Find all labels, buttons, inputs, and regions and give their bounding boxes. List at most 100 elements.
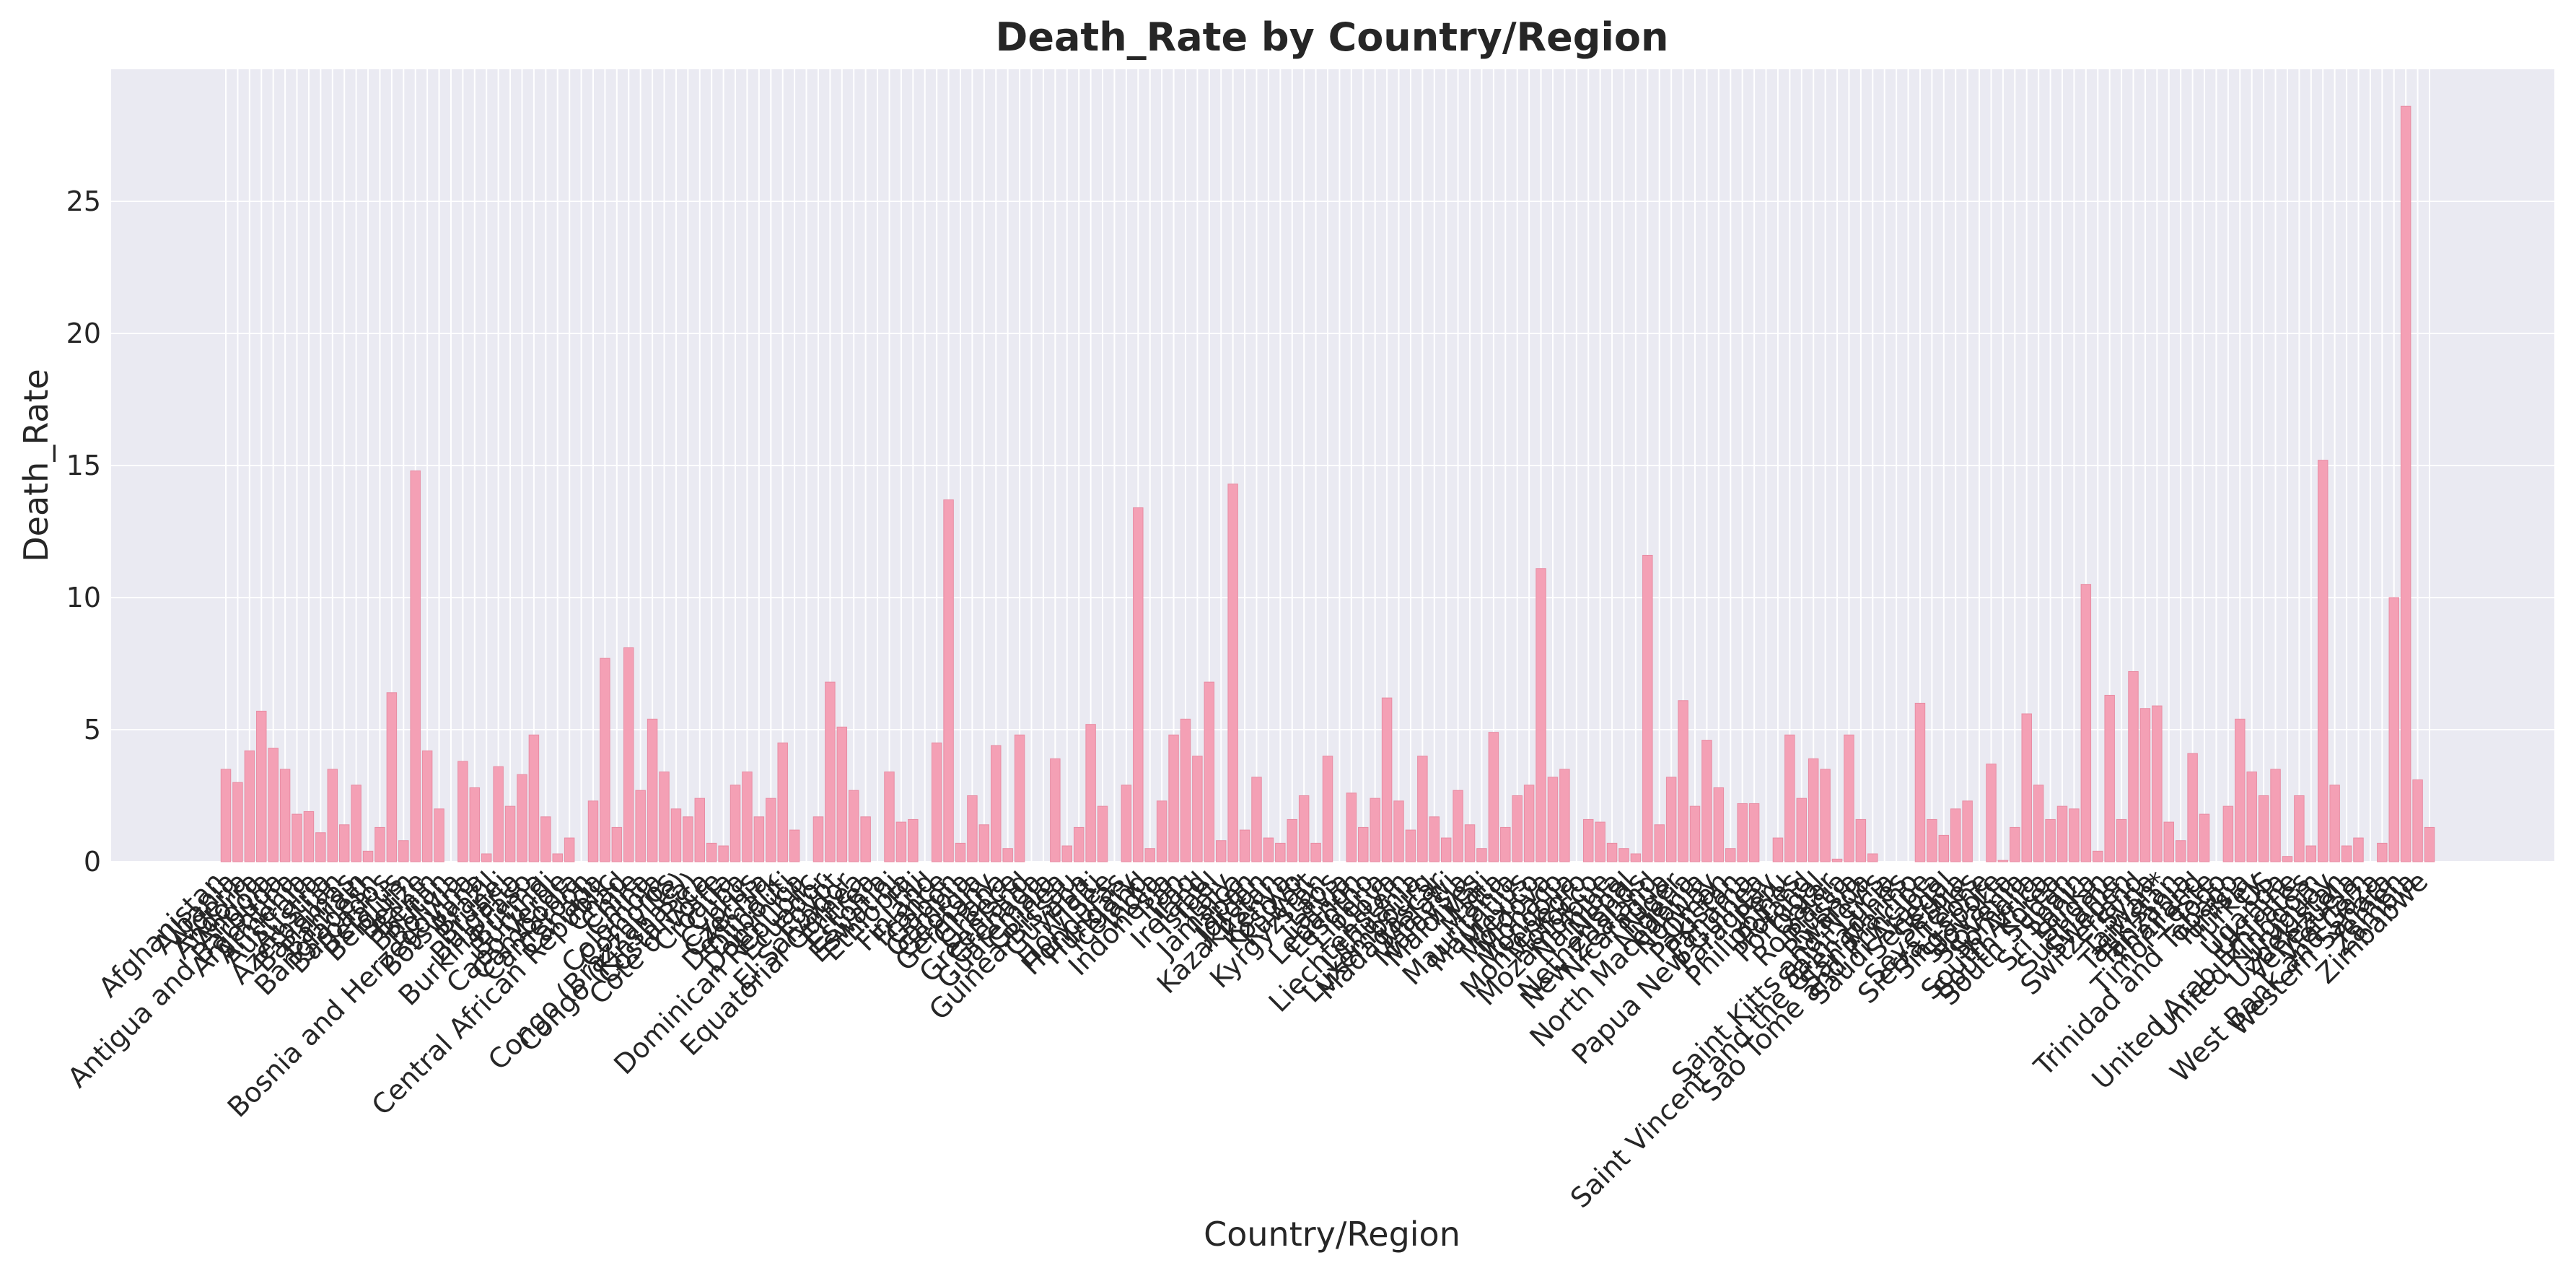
bar-bosnia-and-herzegovina	[469, 787, 481, 862]
bar-poland	[1808, 758, 1819, 862]
bar-saudi-arabia	[1938, 834, 1950, 862]
bar-syria	[2152, 705, 2163, 862]
bar-montenegro	[1582, 818, 1594, 862]
bar-paraguay	[1772, 837, 1784, 862]
bar-eswatini	[895, 821, 907, 862]
bar-iraq	[1192, 756, 1203, 862]
bar-cyprus	[753, 816, 765, 862]
bar-burkina-faso	[528, 734, 540, 862]
bar-israel	[1215, 840, 1227, 862]
y-tick-label: 10	[66, 582, 101, 613]
bar-ethiopia	[908, 818, 919, 862]
bar-somalia	[2033, 785, 2044, 862]
bar-barbados	[386, 692, 398, 862]
bar-congo-kinshasa	[694, 798, 706, 862]
bar-tajikistan	[2175, 840, 2186, 862]
bar-netherlands	[1642, 554, 1653, 862]
bar-slovenia	[2021, 713, 2032, 862]
bar-ecuador	[825, 681, 836, 862]
bar-malawi	[1453, 790, 1463, 862]
bar-afghanistan	[220, 769, 232, 862]
bar-kenya	[1287, 818, 1297, 862]
bar-singapore	[1997, 860, 2009, 862]
y-tick-label: 0	[84, 846, 101, 878]
bar-zambia	[2412, 779, 2423, 862]
bar-colombia	[659, 772, 670, 862]
gridlines	[111, 69, 2554, 862]
bar-mauritania	[1512, 795, 1523, 862]
y-tick-label: 15	[66, 450, 101, 481]
bar-comoros	[670, 808, 682, 862]
bar-bulgaria	[517, 774, 527, 862]
bar-united-arab-emirates	[2305, 845, 2317, 862]
bar-kyrgyzstan	[1322, 756, 1333, 862]
bar-france	[943, 499, 954, 862]
bar-liberia	[1381, 697, 1393, 862]
y-tick-label: 5	[84, 714, 101, 746]
bar-bolivia	[457, 761, 468, 862]
bar-equatorial-guinea	[860, 816, 871, 862]
bar-egypt	[836, 726, 848, 862]
bar-ghana	[1002, 848, 1013, 862]
bar-belarus	[398, 840, 409, 862]
bar-kuwait	[1310, 842, 1321, 862]
bar-malaysia	[1464, 824, 1476, 862]
bar-serbia	[1962, 800, 1973, 862]
bar-mexico	[1535, 568, 1546, 862]
bar-azerbaijan	[338, 824, 350, 862]
bar-iran	[1180, 718, 1191, 862]
bar-south-africa	[2045, 818, 2056, 862]
bar-angola	[268, 748, 279, 862]
bar-oman	[1725, 848, 1736, 862]
bar-philippines	[1796, 798, 1808, 862]
bar-yemen	[2400, 105, 2411, 862]
bar-cameroon	[587, 800, 599, 862]
bar-cuba	[742, 772, 753, 862]
bar-united-kingdom	[2317, 460, 2329, 862]
bar-us	[2270, 769, 2281, 862]
bar-el-salvador	[848, 790, 859, 862]
bar-sao-tome-and-principe	[1927, 818, 1937, 862]
bar-argentina	[292, 813, 302, 862]
bar-gambia	[967, 795, 978, 862]
bar-peru	[1784, 734, 1795, 862]
bar-india	[1156, 800, 1167, 862]
bar-guatemala	[1050, 758, 1061, 862]
bar-sri-lanka	[2093, 850, 2103, 862]
bar-mauritius	[1523, 785, 1535, 862]
bar-brazil	[493, 766, 504, 862]
chart-title: Death_Rate by Country/Region	[996, 14, 1669, 60]
bar-mali	[1488, 732, 1499, 862]
bar-central-african-republic	[611, 826, 623, 862]
bar-zimbabwe	[2424, 826, 2435, 862]
bar-thailand	[2199, 813, 2210, 862]
bar-morocco	[1595, 821, 1605, 862]
bar-venezuela	[2353, 837, 2364, 862]
bar-namibia	[1618, 848, 1629, 862]
bar-togo	[2222, 805, 2234, 862]
y-axis-title: Death_Rate	[17, 369, 56, 562]
bar-bangladesh	[374, 826, 385, 862]
bar-andorra	[256, 710, 267, 862]
bar-uzbekistan	[2341, 845, 2352, 862]
bar-burundi	[552, 853, 563, 862]
bar-denmark	[777, 742, 788, 862]
bar-bahrain	[362, 850, 374, 862]
bar-uganda	[2282, 856, 2293, 862]
bar-costa-rica	[706, 842, 717, 862]
bar-lebanon	[1358, 826, 1369, 862]
bar-uruguay	[2329, 785, 2340, 862]
y-tick-label: 25	[66, 185, 101, 217]
bar-georgia	[978, 824, 990, 862]
bar-nicaragua	[1665, 777, 1677, 862]
bar-spain	[2080, 584, 2092, 862]
bar-new-zealand	[1654, 824, 1665, 862]
bar-chad	[623, 647, 634, 862]
bar-cote-d-ivoire	[718, 845, 729, 862]
bar-italy	[1227, 484, 1238, 862]
bar-nepal	[1630, 853, 1642, 862]
bar-croatia	[730, 785, 741, 862]
bar-liechtenstein	[1405, 829, 1416, 862]
bar-tanzania	[2187, 753, 2198, 862]
